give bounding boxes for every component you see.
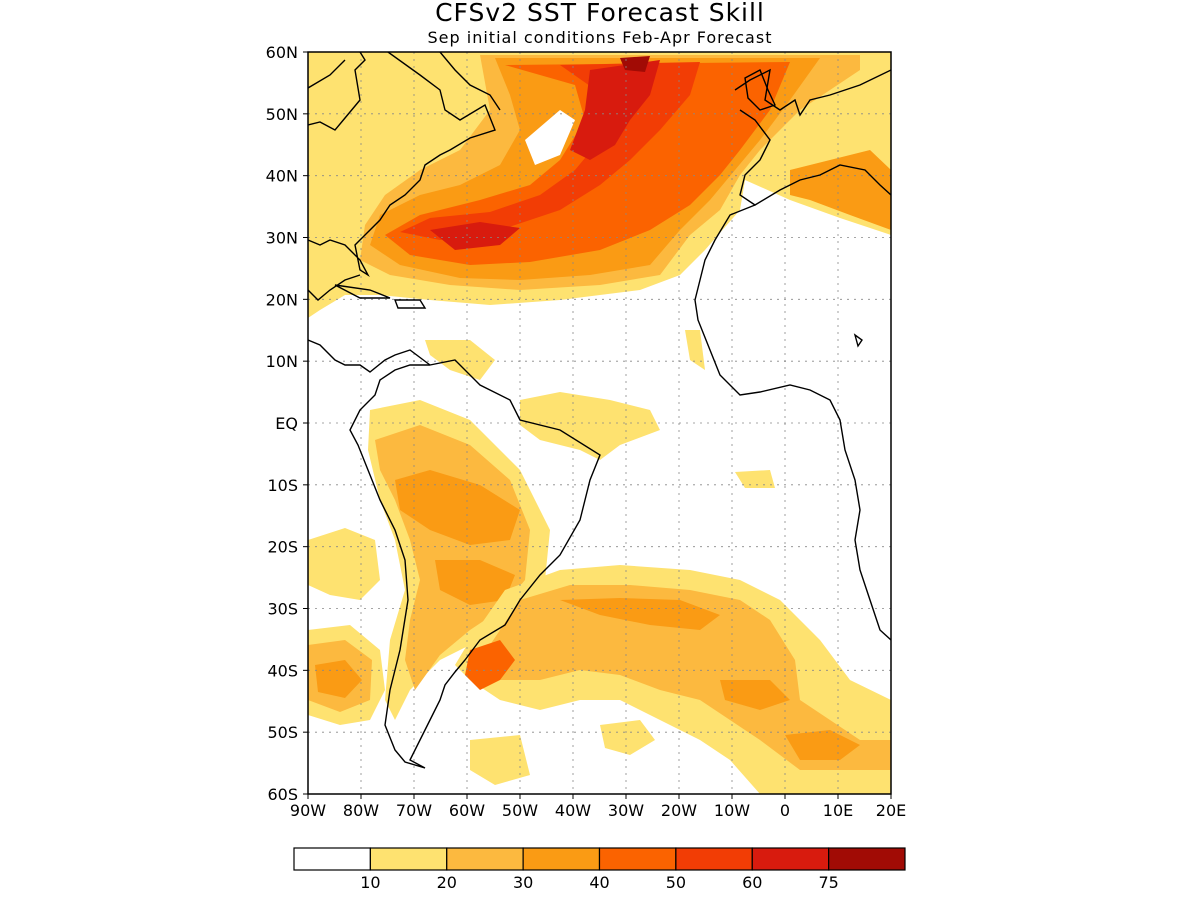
skill-region-caribbean-10 bbox=[425, 340, 495, 380]
colorbar-swatch bbox=[522, 847, 601, 871]
coast-gulf-central-america bbox=[308, 274, 431, 373]
longitude-labels: 90W 80W 70W 60W 50W 40W 30W 20W 10W 0 10E 20E bbox=[290, 794, 906, 820]
colorbar-swatch bbox=[369, 847, 448, 871]
skill-region-guinea-10 bbox=[685, 330, 705, 370]
skill-region-iceland-75 bbox=[620, 56, 650, 72]
colorbar-label: 30 bbox=[513, 873, 533, 892]
coast-hispaniola bbox=[393, 299, 427, 309]
lat-tick-label: 60N bbox=[266, 43, 298, 62]
skill-region-south-america-30a bbox=[395, 470, 520, 545]
skill-region-east-pacific-40 bbox=[315, 660, 362, 698]
lat-tick-label: 60S bbox=[267, 785, 298, 804]
colorbar-label: 40 bbox=[589, 873, 609, 892]
lat-tick-label: 40N bbox=[266, 167, 298, 186]
colorbar-label: 75 bbox=[818, 873, 838, 892]
lat-tick-label: 20S bbox=[267, 538, 298, 557]
lon-tick-label: 10E bbox=[823, 801, 853, 820]
lat-tick-label: 10S bbox=[267, 476, 298, 495]
lon-tick-label: 0 bbox=[780, 801, 790, 820]
lon-tick-label: 20W bbox=[661, 801, 697, 820]
coast-british-isles bbox=[744, 69, 776, 111]
colorbar-swatch bbox=[675, 847, 753, 871]
lon-tick-label: 10W bbox=[714, 801, 750, 820]
lon-tick-label: 20E bbox=[876, 801, 906, 820]
colorbar-label: 50 bbox=[666, 873, 686, 892]
lon-tick-label: 70W bbox=[396, 801, 432, 820]
lat-tick-label: 30N bbox=[266, 229, 298, 248]
skill-shading bbox=[308, 52, 891, 794]
lon-tick-label: 40W bbox=[555, 801, 591, 820]
colorbar-swatch bbox=[446, 847, 524, 871]
coast-africa bbox=[694, 204, 891, 641]
colorbar-swatch bbox=[751, 847, 830, 871]
skill-region-north-atlantic-60 bbox=[570, 60, 660, 160]
lat-tick-label: 40S bbox=[267, 661, 298, 680]
chart-title: CFSv2 SST Forecast Skill bbox=[435, 0, 765, 27]
lon-tick-label: 90W bbox=[290, 801, 326, 820]
skill-region-south-blobs-2 bbox=[470, 735, 530, 785]
colorbar-swatch bbox=[598, 847, 677, 871]
coast-cuba bbox=[334, 284, 391, 299]
colorbar-label: 10 bbox=[360, 873, 380, 892]
skill-region-gulf-guinea-10 bbox=[735, 470, 775, 488]
lat-tick-label: 20N bbox=[266, 290, 298, 309]
lon-tick-label: 50W bbox=[502, 801, 538, 820]
skill-region-south-atlantic-30b bbox=[720, 680, 790, 710]
gridlines bbox=[308, 52, 891, 794]
coast-europe bbox=[734, 68, 891, 206]
latitude-labels: 60N 50N 40N 30N 20N 10N EQ 10S 20S 30S 40S 50S 60S bbox=[266, 43, 308, 804]
skill-region-tropical-10 bbox=[520, 392, 660, 460]
colorbar-swatch bbox=[828, 847, 906, 871]
coast-south-america bbox=[349, 359, 601, 769]
skill-region-hole-labrador bbox=[525, 110, 575, 165]
skill-region-south-blobs bbox=[600, 720, 655, 755]
skill-region-argentina-40 bbox=[465, 640, 515, 690]
lat-tick-label: 50N bbox=[266, 105, 298, 124]
lon-tick-label: 80W bbox=[343, 801, 379, 820]
lon-tick-label: 60W bbox=[449, 801, 485, 820]
colorbar-swatch bbox=[293, 847, 371, 871]
lon-tick-label: 30W bbox=[608, 801, 644, 820]
coastlines bbox=[308, 52, 891, 769]
skill-region-gulfstream-60 bbox=[430, 222, 520, 250]
lat-tick-label: 30S bbox=[267, 600, 298, 619]
skill-region-south-atlantic-30 bbox=[560, 598, 720, 630]
lat-tick-label: 10N bbox=[266, 352, 298, 371]
lat-tick-label: EQ bbox=[275, 414, 298, 433]
skill-region-south-east-30 bbox=[785, 730, 860, 760]
coast-madagascar-stub bbox=[853, 333, 863, 348]
colorbar: 10 20 30 40 50 60 75 bbox=[293, 847, 906, 892]
chart-subtitle: Sep initial conditions Feb-Apr Forecast bbox=[427, 28, 773, 47]
lat-tick-label: 50S bbox=[267, 723, 298, 742]
colorbar-label: 60 bbox=[742, 873, 762, 892]
skill-region-south-atlantic-20 bbox=[480, 585, 891, 770]
coast-north-america bbox=[308, 52, 496, 277]
skill-region-east-pacific-10 bbox=[308, 528, 380, 600]
skill-region-south-america-30b bbox=[435, 560, 515, 605]
colorbar-label: 20 bbox=[437, 873, 457, 892]
coast-labrador bbox=[308, 52, 501, 111]
